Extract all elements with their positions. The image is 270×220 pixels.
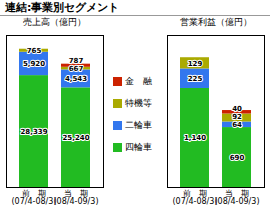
svg-text:当 期(08/4-09/3): 当 期(08/4-09/3)	[53, 189, 98, 206]
svg-text:25,240: 25,240	[62, 134, 89, 142]
svg-text:5,920: 5,920	[23, 60, 45, 68]
html-text:営業利益（億円）: 営業利益（億円）	[179, 17, 252, 27]
html-text:二輪車: 二輪車	[125, 120, 152, 130]
svg-text:当 期(08/4-09/3): 当 期(08/4-09/3)	[214, 189, 259, 206]
svg-text:129: 129	[188, 60, 203, 68]
html-text:四輪車: 四輪車	[125, 142, 152, 152]
svg-text:40: 40	[232, 105, 242, 113]
svg-text:787: 787	[69, 57, 84, 65]
svg-text:64: 64	[232, 121, 242, 129]
svg-text:4,543: 4,543	[65, 75, 87, 83]
html-text:金 融: 金 融	[125, 76, 152, 86]
svg-text:667: 667	[69, 65, 84, 73]
svg-text:前 期(07/4-08/3): 前 期(07/4-08/3)	[11, 189, 56, 206]
svg-text:690: 690	[230, 154, 245, 162]
html-text:売上高（億円）: 売上高（億円）	[23, 17, 86, 27]
svg-text:1,140: 1,140	[184, 134, 206, 142]
html-text:連結:事業別セグメント: 連結:事業別セグメント	[5, 1, 120, 14]
svg-text:92: 92	[232, 113, 242, 121]
svg-text:225: 225	[188, 75, 203, 83]
svg-text:前 期(07/4-08/3): 前 期(07/4-08/3)	[172, 189, 217, 206]
html-text:特機等: 特機等	[125, 98, 152, 108]
svg-text:28,339: 28,339	[20, 128, 47, 136]
svg-text:765: 765	[27, 47, 42, 55]
